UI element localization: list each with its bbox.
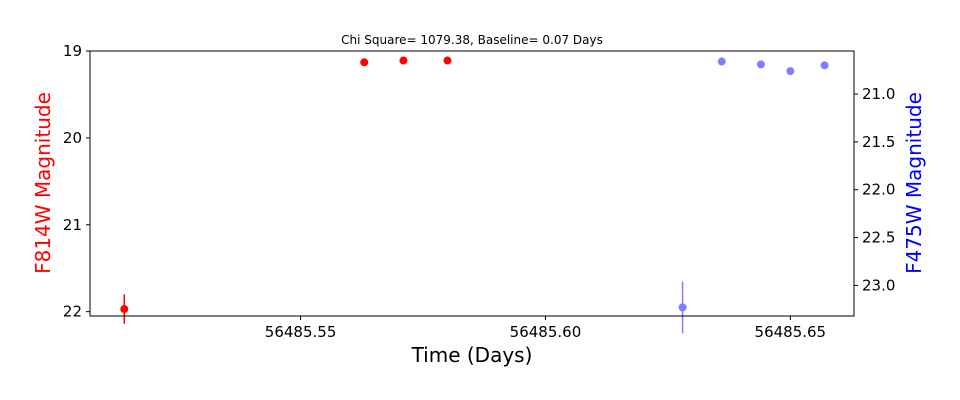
x-tick-label: 56485.55 xyxy=(265,323,337,341)
y-left-tick-label: 20 xyxy=(63,129,82,147)
y-right-tick-label: 21.0 xyxy=(862,85,895,103)
y-right-tick-label: 23.0 xyxy=(862,276,895,294)
data-point xyxy=(120,305,129,314)
data-point xyxy=(786,67,795,76)
x-axis-label: Time (Days) xyxy=(411,343,533,367)
y-right-tick-label: 22.0 xyxy=(862,181,895,199)
plot-frame xyxy=(89,50,855,317)
y-right-tick-label: 21.5 xyxy=(862,133,895,151)
chart-axes: 56485.55 56485.60 56485.65 19 20 21 22 21.0 21.5… xyxy=(63,42,896,341)
chart-marks xyxy=(120,56,829,334)
chart-title: Chi Square= 1079.38, Baseline= 0.07 Days xyxy=(341,33,603,47)
data-point xyxy=(360,58,369,67)
data-point xyxy=(820,61,829,70)
data-point xyxy=(678,303,687,312)
data-point xyxy=(756,60,765,69)
series-right xyxy=(678,57,829,334)
y-axis-right-label: F475W Magnitude xyxy=(902,92,926,274)
y-left-tick-label: 22 xyxy=(63,303,82,321)
y-left-tick-label: 19 xyxy=(63,42,82,60)
series-left xyxy=(120,56,452,324)
data-point xyxy=(399,56,408,65)
x-tick-label: 56485.65 xyxy=(755,323,827,341)
data-point xyxy=(717,57,726,66)
y-left-tick-label: 21 xyxy=(63,216,82,234)
y-right-tick-label: 22.5 xyxy=(862,229,895,247)
y-axis-left-label: F814W Magnitude xyxy=(31,92,55,274)
x-tick-label: 56485.60 xyxy=(510,323,582,341)
data-point xyxy=(443,56,452,65)
